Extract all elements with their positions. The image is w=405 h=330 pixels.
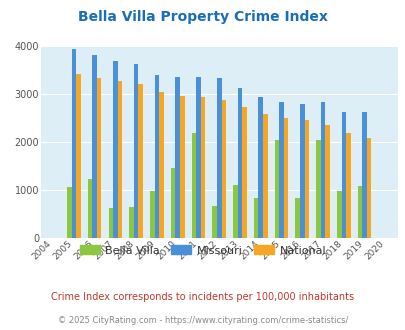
Bar [295, 198, 299, 238]
Bar [76, 75, 81, 238]
Bar [274, 140, 279, 238]
Bar [113, 60, 117, 238]
Bar [366, 138, 371, 238]
Legend: Bella Villa, Missouri, National: Bella Villa, Missouri, National [75, 241, 330, 260]
Bar [253, 198, 258, 238]
Bar [237, 88, 242, 238]
Bar [92, 55, 97, 238]
Bar [258, 97, 262, 238]
Bar [175, 77, 179, 238]
Bar [134, 64, 138, 238]
Bar [87, 179, 92, 238]
Bar [315, 140, 320, 238]
Bar [279, 102, 283, 238]
Bar [171, 168, 175, 238]
Bar [179, 96, 184, 238]
Bar [216, 78, 221, 238]
Bar [283, 118, 288, 238]
Bar [97, 78, 101, 238]
Text: © 2025 CityRating.com - https://www.cityrating.com/crime-statistics/: © 2025 CityRating.com - https://www.city… [58, 316, 347, 325]
Bar [138, 84, 143, 238]
Bar [150, 191, 154, 238]
Text: Bella Villa Property Crime Index: Bella Villa Property Crime Index [78, 10, 327, 24]
Bar [242, 108, 246, 238]
Bar [357, 186, 362, 238]
Bar [221, 100, 226, 238]
Bar [212, 206, 216, 238]
Bar [196, 77, 200, 238]
Bar [154, 75, 159, 238]
Bar [262, 114, 267, 238]
Bar [108, 208, 113, 238]
Bar [71, 49, 76, 238]
Bar [304, 120, 309, 238]
Bar [159, 92, 163, 238]
Bar [129, 208, 134, 238]
Bar [320, 102, 324, 238]
Bar [191, 133, 196, 238]
Bar [67, 187, 71, 238]
Bar [117, 81, 122, 238]
Bar [299, 104, 304, 238]
Bar [345, 133, 350, 238]
Bar [232, 185, 237, 238]
Bar [362, 112, 366, 238]
Bar [336, 191, 341, 238]
Bar [341, 112, 345, 238]
Bar [200, 97, 205, 238]
Bar [324, 125, 329, 238]
Text: Crime Index corresponds to incidents per 100,000 inhabitants: Crime Index corresponds to incidents per… [51, 292, 354, 302]
